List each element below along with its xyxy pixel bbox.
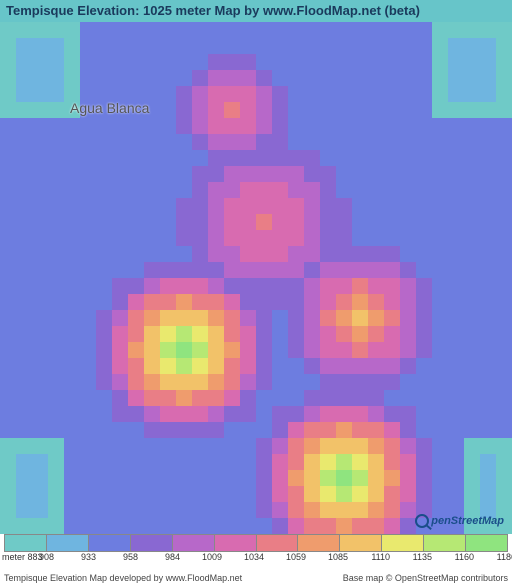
- legend-tick: 933: [54, 552, 96, 562]
- elevation-legend: meter 8839089339589841009103410591085111…: [0, 534, 512, 572]
- legend-segment: [423, 534, 465, 552]
- legend-tick: 1160: [432, 552, 474, 562]
- legend-tick: 1009: [180, 552, 222, 562]
- legend-labels: meter 8839089339589841009103410591085111…: [4, 552, 508, 562]
- legend-segment: [256, 534, 298, 552]
- osm-logo-text: penStreetMap: [431, 515, 504, 527]
- legend-segment: [172, 534, 214, 552]
- legend-tick: 1186: [474, 552, 512, 562]
- legend-tick: 984: [138, 552, 180, 562]
- legend-segment: [339, 534, 381, 552]
- legend-tick: 958: [96, 552, 138, 562]
- map-title: Tempisque Elevation: 1025 meter Map by w…: [6, 3, 420, 18]
- legend-tick: 1034: [222, 552, 264, 562]
- elevation-heatmap: [0, 22, 512, 534]
- legend-color-bar: [4, 534, 508, 552]
- legend-tick: 1085: [306, 552, 348, 562]
- legend-segment: [46, 534, 88, 552]
- legend-segment: [297, 534, 339, 552]
- legend-segment: [4, 534, 46, 552]
- legend-tick: 908: [12, 552, 54, 562]
- openstreetmap-logo[interactable]: penStreetMap: [415, 514, 504, 528]
- legend-segment: [88, 534, 130, 552]
- legend-segment: [130, 534, 172, 552]
- footer: Tempisque Elevation Map developed by www…: [0, 572, 512, 584]
- magnifier-icon: [415, 514, 429, 528]
- place-label[interactable]: Agua Blanca: [70, 100, 149, 116]
- legend-tick: 1110: [348, 552, 390, 562]
- legend-segment: [465, 534, 508, 552]
- title-bar: Tempisque Elevation: 1025 meter Map by w…: [0, 0, 512, 22]
- legend-tick: 1059: [264, 552, 306, 562]
- map-area[interactable]: Agua Blanca penStreetMap: [0, 22, 512, 534]
- legend-segment: [214, 534, 256, 552]
- legend-tick: 1135: [390, 552, 432, 562]
- legend-segment: [381, 534, 423, 552]
